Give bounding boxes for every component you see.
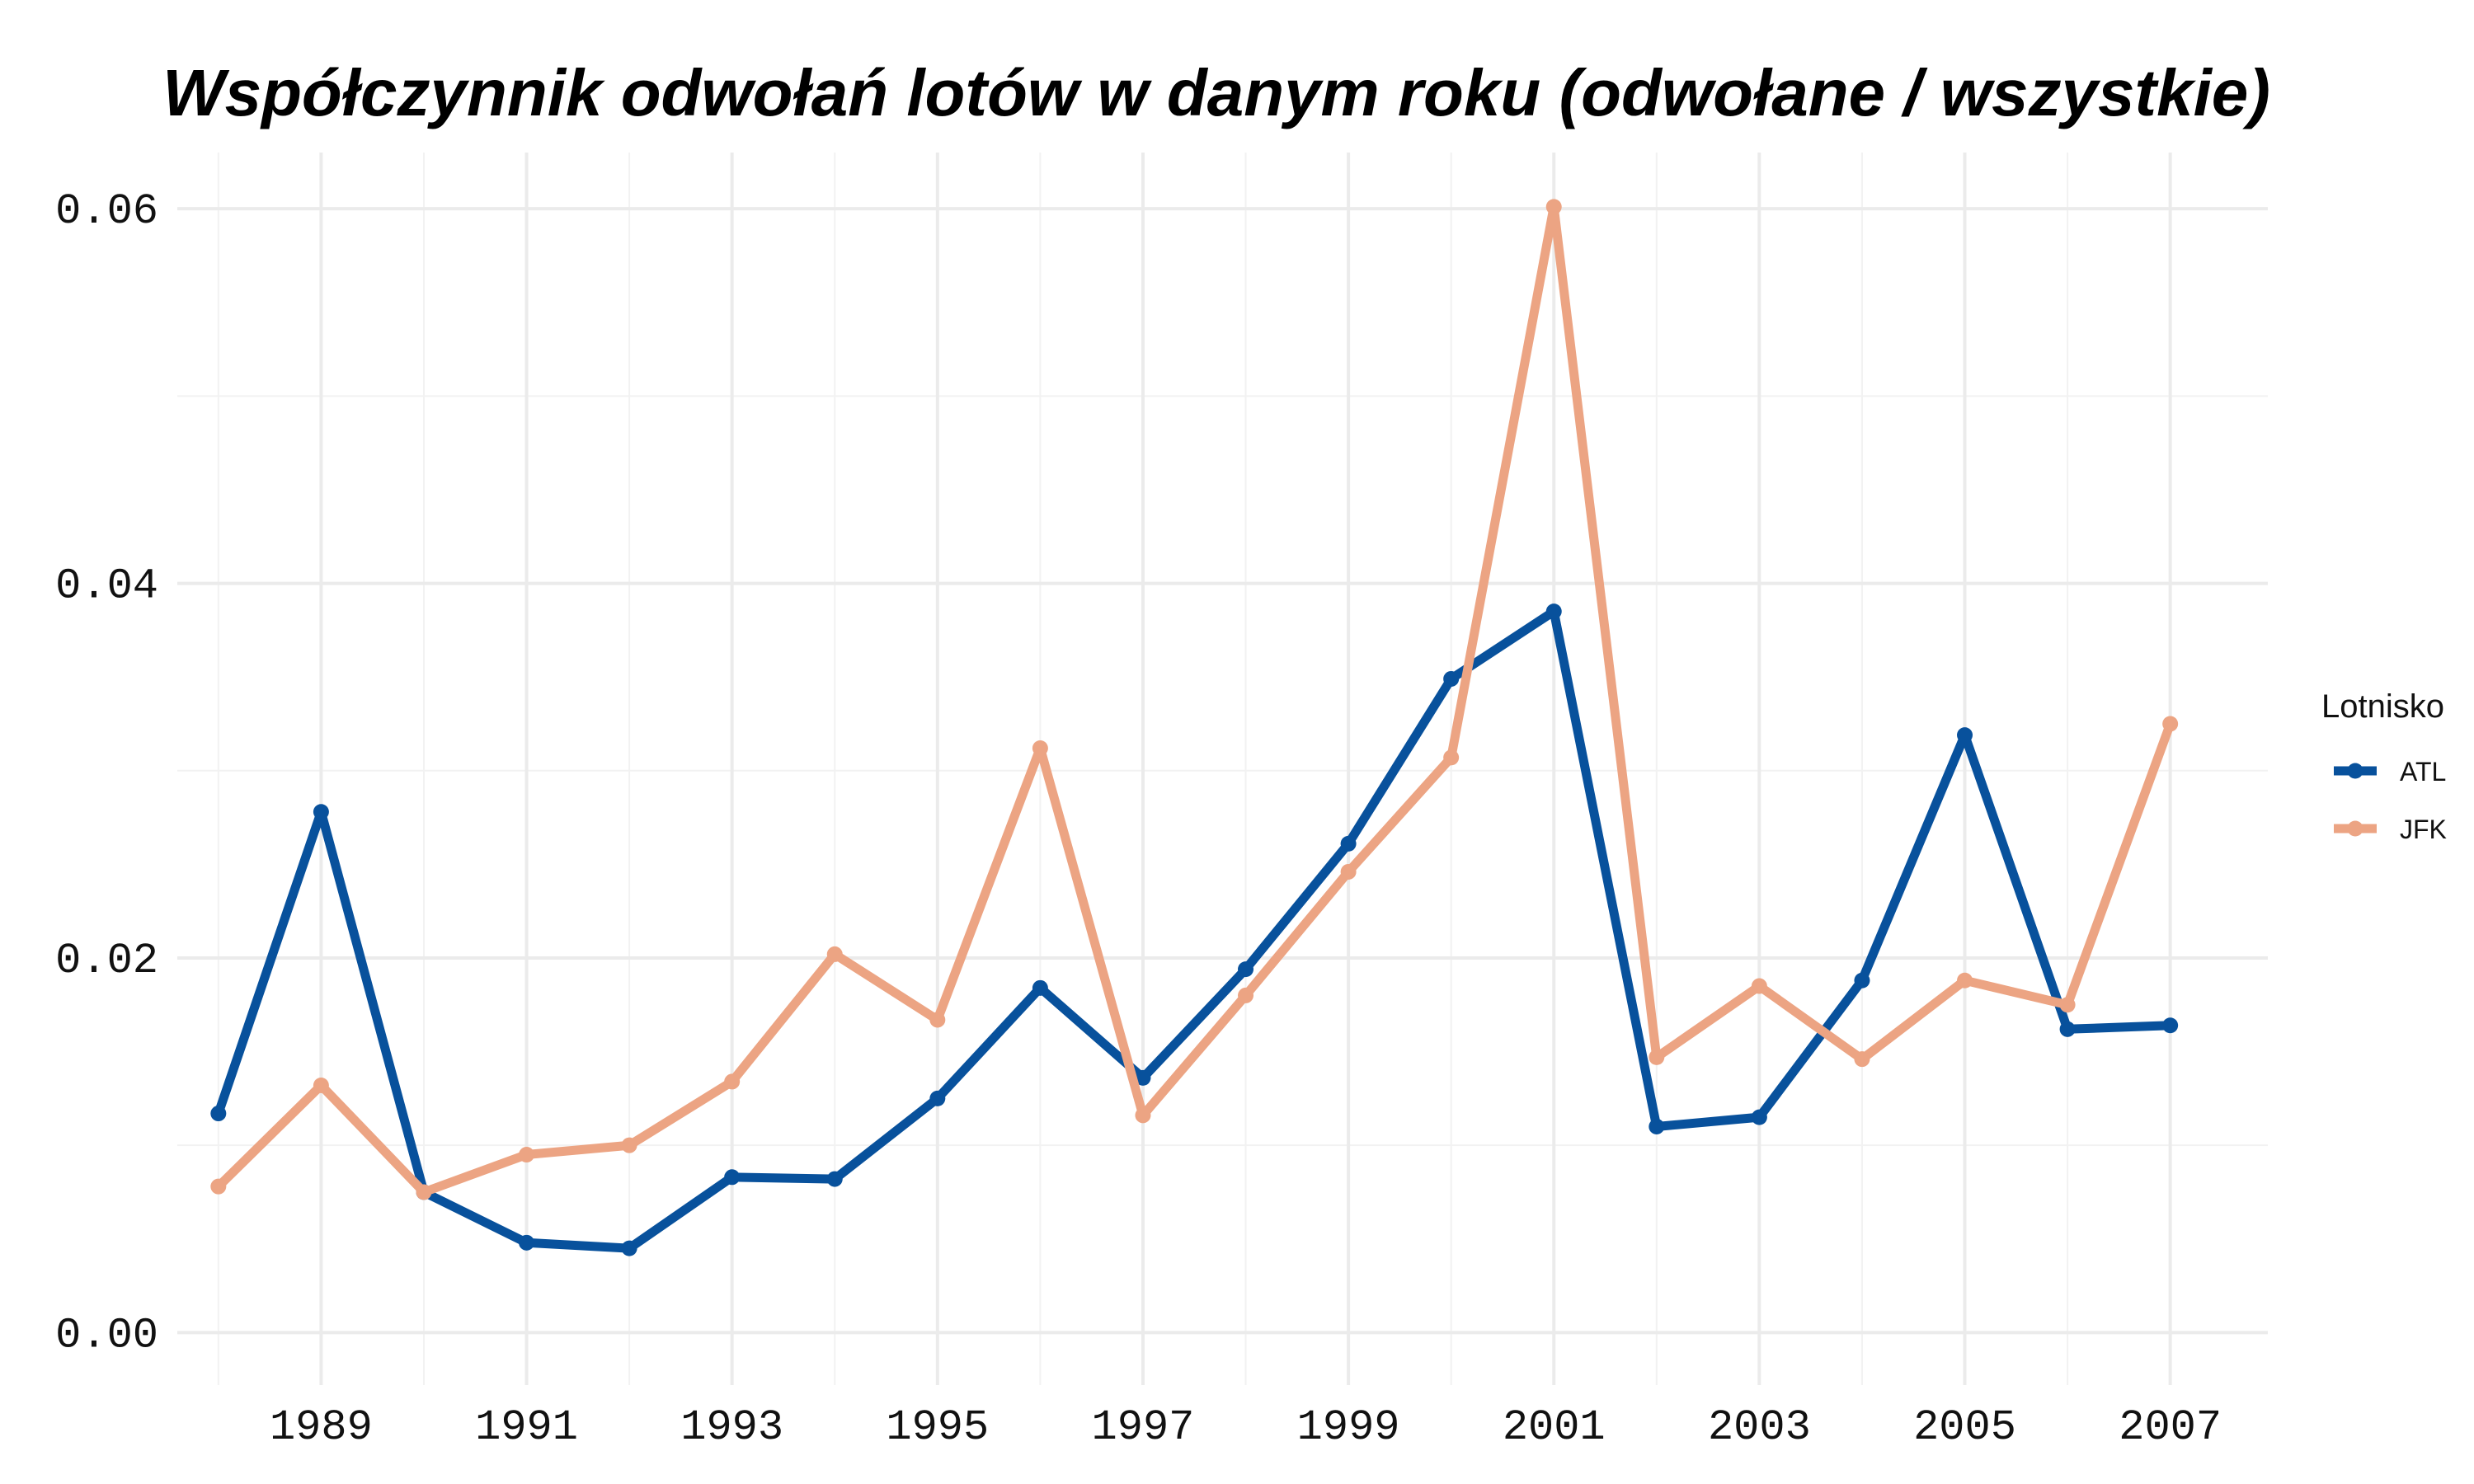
series-atl — [210, 603, 2179, 1256]
legend-label: ATL — [2400, 757, 2446, 787]
data-point-jfk — [1135, 1107, 1151, 1124]
y-tick-label: 0.02 — [55, 937, 158, 985]
data-point-atl — [621, 1240, 637, 1256]
legend-label: JFK — [2400, 815, 2447, 844]
data-point-atl — [1032, 979, 1048, 996]
grid — [177, 153, 2268, 1385]
data-point-atl — [1545, 603, 1562, 620]
x-tick-label: 2005 — [1913, 1403, 2016, 1452]
y-axis: 0.00 0.02 0.04 0.06 — [55, 187, 158, 1360]
x-tick-label: 2001 — [1503, 1403, 1606, 1452]
data-point-atl — [2162, 1017, 2179, 1034]
data-point-jfk — [416, 1184, 432, 1200]
legend-key-point — [2347, 820, 2363, 837]
legend-title: Lotnisko — [2321, 688, 2444, 725]
chart-title: Współczynnik odwołań lotów w danym roku … — [162, 56, 2270, 129]
data-point-jfk — [2059, 997, 2076, 1013]
data-point-atl — [313, 804, 329, 820]
data-point-jfk — [621, 1137, 637, 1153]
x-tick-label: 1991 — [475, 1403, 578, 1452]
data-point-jfk — [724, 1073, 741, 1090]
x-tick-label: 1997 — [1092, 1403, 1195, 1452]
data-point-atl — [826, 1171, 843, 1187]
data-point-atl — [724, 1169, 741, 1186]
data-point-jfk — [519, 1147, 535, 1163]
data-point-jfk — [1957, 972, 1973, 989]
legend-key-point — [2347, 763, 2363, 779]
data-point-jfk — [1340, 863, 1357, 880]
data-point-atl — [929, 1090, 946, 1106]
x-tick-label: 1999 — [1297, 1403, 1400, 1452]
data-point-atl — [1649, 1118, 1665, 1134]
x-tick-label: 2007 — [2119, 1403, 2222, 1452]
data-point-jfk — [210, 1178, 227, 1195]
data-point-jfk — [1545, 199, 1562, 215]
data-point-atl — [1135, 1069, 1151, 1086]
data-point-jfk — [1854, 1051, 1870, 1068]
y-tick-label: 0.00 — [55, 1311, 158, 1360]
data-point-jfk — [929, 1012, 946, 1028]
data-point-jfk — [1032, 740, 1048, 757]
data-point-jfk — [1649, 1049, 1665, 1065]
data-point-jfk — [826, 946, 843, 962]
data-point-jfk — [1238, 987, 1254, 1003]
data-point-atl — [1751, 1109, 1767, 1125]
series-layer — [210, 199, 2179, 1256]
series-jfk — [210, 199, 2179, 1200]
x-axis: 1989 1991 1993 1995 1997 1999 2001 2003 2005 2007 — [270, 1403, 2222, 1452]
data-point-jfk — [2162, 716, 2179, 732]
x-tick-label: 1995 — [886, 1403, 989, 1452]
series-line-atl — [214, 607, 2175, 1253]
y-tick-label: 0.06 — [55, 187, 158, 236]
data-point-atl — [1854, 972, 1870, 989]
data-point-atl — [1957, 727, 1973, 744]
data-point-atl — [1443, 670, 1460, 687]
data-point-atl — [2059, 1021, 2076, 1037]
y-tick-label: 0.04 — [55, 562, 158, 611]
data-point-atl — [1238, 961, 1254, 978]
data-point-jfk — [313, 1077, 329, 1093]
x-tick-label: 1993 — [680, 1403, 783, 1452]
legend-item-atl: ATL — [2334, 757, 2446, 787]
data-point-jfk — [1751, 978, 1767, 994]
data-point-atl — [1340, 835, 1357, 852]
data-point-atl — [519, 1234, 535, 1251]
x-tick-label: 2003 — [1708, 1403, 1811, 1452]
data-point-jfk — [1443, 749, 1460, 766]
legend-item-jfk: JFK — [2334, 815, 2447, 844]
data-point-atl — [210, 1106, 227, 1122]
series-line-jfk — [214, 202, 2175, 1197]
x-tick-label: 1989 — [270, 1403, 373, 1452]
legend: Lotnisko ATL JFK — [2321, 688, 2447, 844]
